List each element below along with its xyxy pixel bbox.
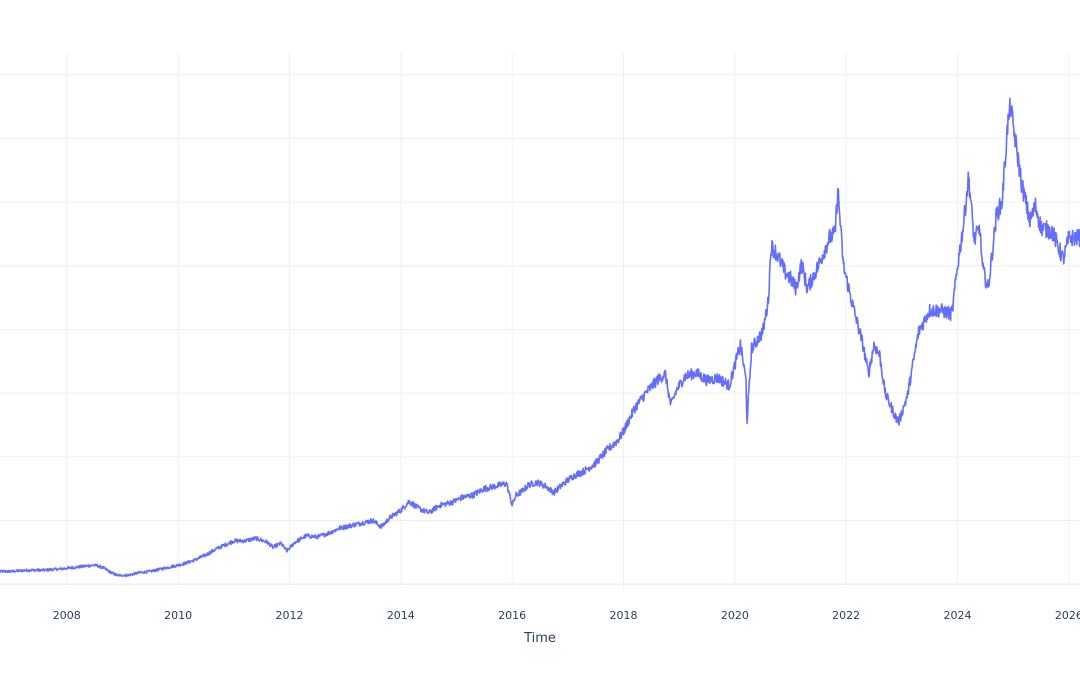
x-tick-label: 2014	[387, 609, 415, 622]
x-tick-label: 2010	[164, 609, 192, 622]
x-tick-label: 2024	[944, 609, 972, 622]
x-tick-label: 2008	[53, 609, 81, 622]
x-tick-label: 2022	[832, 609, 860, 622]
x-tick-label: 2016	[498, 609, 526, 622]
gridlines	[0, 52, 1080, 588]
x-axis-ticks: 2008 2010 2012 2014 2016 2018 2020 2022 2024 2026	[53, 609, 1080, 622]
series-line	[0, 97, 1080, 578]
x-tick-label: 2012	[275, 609, 303, 622]
x-axis-title: Time	[523, 631, 556, 646]
x-tick-label: 2026	[1055, 609, 1080, 622]
x-tick-label: 2018	[610, 609, 638, 622]
series-layer	[0, 97, 1080, 578]
x-tick-label: 2020	[721, 609, 749, 622]
